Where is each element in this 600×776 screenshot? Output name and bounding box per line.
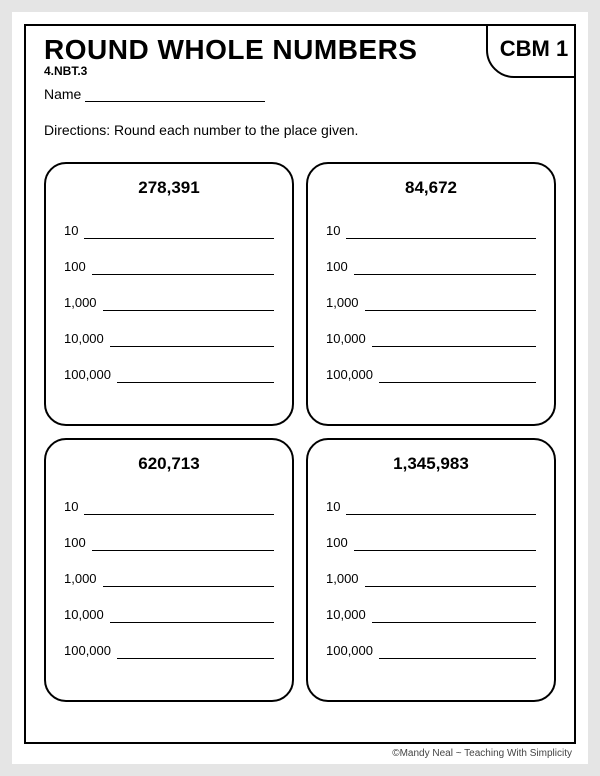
problem-grid: 278,391 10 100 1,000 10,000 100,000 84,6… <box>44 162 556 702</box>
place-label: 1,000 <box>64 295 97 311</box>
place-label: 100 <box>64 535 86 551</box>
place-label: 1,000 <box>326 571 359 587</box>
place-label: 10 <box>64 499 78 515</box>
worksheet-page: CBM 1 ROUND WHOLE NUMBERS 4.NBT.3 Name D… <box>12 12 588 764</box>
answer-row: 1,000 <box>64 280 274 311</box>
problem-card: 278,391 10 100 1,000 10,000 100,000 <box>44 162 294 426</box>
place-label: 100,000 <box>64 643 111 659</box>
answer-line[interactable] <box>84 225 274 239</box>
place-label: 10,000 <box>64 331 104 347</box>
answer-line[interactable] <box>110 333 274 347</box>
answer-row: 100 <box>326 520 536 551</box>
problem-number: 278,391 <box>64 178 274 198</box>
answer-line[interactable] <box>354 537 536 551</box>
place-label: 10 <box>326 223 340 239</box>
place-label: 10,000 <box>64 607 104 623</box>
worksheet-title: ROUND WHOLE NUMBERS <box>44 34 556 66</box>
place-label: 100,000 <box>326 367 373 383</box>
cbm-badge: CBM 1 <box>486 24 576 78</box>
answer-row: 100,000 <box>326 352 536 383</box>
problem-card: 620,713 10 100 1,000 10,000 100,000 <box>44 438 294 702</box>
problem-card: 84,672 10 100 1,000 10,000 100,000 <box>306 162 556 426</box>
name-label: Name <box>44 86 81 102</box>
page-frame: CBM 1 ROUND WHOLE NUMBERS 4.NBT.3 Name D… <box>24 24 576 744</box>
answer-line[interactable] <box>354 261 536 275</box>
answer-line[interactable] <box>84 501 274 515</box>
copyright-footer: ©Mandy Neal ~ Teaching With Simplicity <box>24 748 576 759</box>
badge-text: CBM 1 <box>500 36 568 62</box>
answer-line[interactable] <box>346 225 536 239</box>
name-input-line[interactable] <box>85 88 265 102</box>
answer-line[interactable] <box>92 537 274 551</box>
answer-row: 10,000 <box>64 316 274 347</box>
name-row: Name <box>44 86 556 102</box>
place-label: 100,000 <box>326 643 373 659</box>
answer-row: 100,000 <box>326 628 536 659</box>
place-label: 1,000 <box>64 571 97 587</box>
answer-row: 100 <box>326 244 536 275</box>
place-label: 100 <box>326 259 348 275</box>
place-label: 1,000 <box>326 295 359 311</box>
answer-row: 10 <box>326 484 536 515</box>
answer-row: 10,000 <box>64 592 274 623</box>
answer-row: 100 <box>64 244 274 275</box>
answer-line[interactable] <box>365 573 536 587</box>
answer-line[interactable] <box>372 333 536 347</box>
answer-line[interactable] <box>103 573 274 587</box>
answer-row: 1,000 <box>326 556 536 587</box>
answer-row: 10 <box>326 208 536 239</box>
answer-line[interactable] <box>117 645 274 659</box>
answer-line[interactable] <box>117 369 274 383</box>
answer-row: 1,000 <box>326 280 536 311</box>
place-label: 100 <box>326 535 348 551</box>
answer-line[interactable] <box>379 645 536 659</box>
standard-code: 4.NBT.3 <box>44 64 556 78</box>
answer-row: 1,000 <box>64 556 274 587</box>
answer-row: 10,000 <box>326 316 536 347</box>
answer-line[interactable] <box>103 297 274 311</box>
place-label: 100 <box>64 259 86 275</box>
problem-number: 84,672 <box>326 178 536 198</box>
answer-line[interactable] <box>92 261 274 275</box>
answer-row: 100,000 <box>64 628 274 659</box>
problem-card: 1,345,983 10 100 1,000 10,000 100,000 <box>306 438 556 702</box>
directions-text: Directions: Round each number to the pla… <box>44 122 556 138</box>
place-label: 10,000 <box>326 331 366 347</box>
answer-line[interactable] <box>379 369 536 383</box>
place-label: 100,000 <box>64 367 111 383</box>
answer-row: 10,000 <box>326 592 536 623</box>
answer-row: 100 <box>64 520 274 551</box>
answer-row: 100,000 <box>64 352 274 383</box>
place-label: 10,000 <box>326 607 366 623</box>
answer-line[interactable] <box>365 297 536 311</box>
answer-row: 10 <box>64 484 274 515</box>
answer-row: 10 <box>64 208 274 239</box>
answer-line[interactable] <box>372 609 536 623</box>
answer-line[interactable] <box>346 501 536 515</box>
place-label: 10 <box>64 223 78 239</box>
answer-line[interactable] <box>110 609 274 623</box>
problem-number: 1,345,983 <box>326 454 536 474</box>
problem-number: 620,713 <box>64 454 274 474</box>
place-label: 10 <box>326 499 340 515</box>
